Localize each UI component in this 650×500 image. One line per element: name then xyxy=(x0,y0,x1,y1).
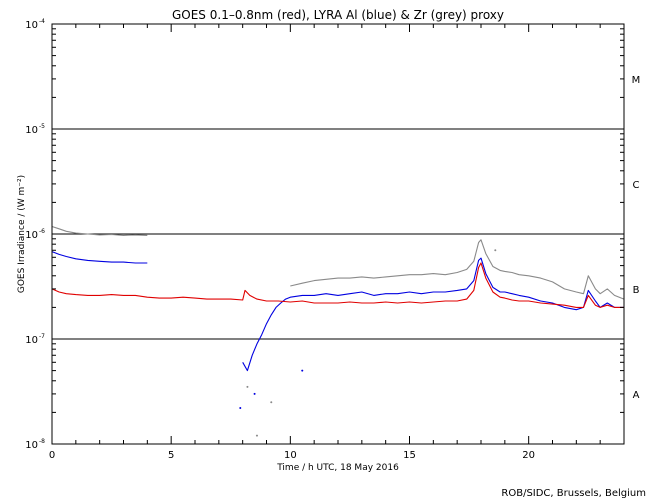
y-tick-exponent-0: -8 xyxy=(39,438,45,445)
scatter-points-layer xyxy=(239,249,497,437)
grey-data-point-4 xyxy=(270,401,273,404)
class-label-c: C xyxy=(633,180,640,191)
grey-series-line-1 xyxy=(290,239,625,300)
y-axis-label: GOES Irradiance / (W m⁻²) xyxy=(17,175,27,293)
grey-data-point-6 xyxy=(494,249,497,252)
flare-class-labels: A B C M xyxy=(632,75,641,401)
x-axis-ticks: 0 5 10 15 20 xyxy=(49,24,625,461)
y-tick-label-0: 10 xyxy=(25,440,38,451)
class-label-m: M xyxy=(632,75,641,86)
blue-data-point-2 xyxy=(301,369,304,372)
grey-data-point-5 xyxy=(246,385,249,388)
grey-data-point-3 xyxy=(255,434,258,437)
red-series-line-4 xyxy=(51,262,624,308)
credit-text: ROB/SIDC, Brussels, Belgium xyxy=(501,488,646,499)
y-tick-exponent-3: -5 xyxy=(39,123,45,130)
y-tick-exponent-2: -6 xyxy=(39,228,45,235)
blue-series-line-2 xyxy=(51,251,148,264)
y-axis-ticks: 10-810-710-610-510-4 xyxy=(25,18,624,451)
y-tick-exponent-1: -7 xyxy=(39,333,45,340)
y-tick-exponent-4: -4 xyxy=(39,18,45,25)
blue-data-point-1 xyxy=(253,392,256,395)
class-label-b: B xyxy=(633,285,640,296)
series-layer xyxy=(51,225,625,372)
x-tick-label-4: 20 xyxy=(522,450,535,461)
blue-series-line-3 xyxy=(242,257,624,372)
y-tick-label-2: 10 xyxy=(25,230,38,241)
y-tick-label-1: 10 xyxy=(25,335,38,346)
class-threshold-lines xyxy=(52,128,624,340)
x-tick-label-2: 10 xyxy=(284,450,297,461)
blue-data-point-0 xyxy=(239,407,242,410)
x-tick-label-0: 0 xyxy=(49,450,55,461)
x-tick-label-1: 5 xyxy=(168,450,174,461)
chart-title: GOES 0.1–0.8nm (red), LYRA Al (blue) & Z… xyxy=(172,8,504,22)
y-tick-label-3: 10 xyxy=(25,125,38,136)
class-label-a: A xyxy=(633,390,640,401)
y-tick-label-4: 10 xyxy=(25,20,38,31)
grey-series-line-0 xyxy=(51,225,148,236)
x-axis-label: Time / h UTC, 18 May 2016 xyxy=(276,463,399,473)
x-tick-label-3: 15 xyxy=(403,450,416,461)
